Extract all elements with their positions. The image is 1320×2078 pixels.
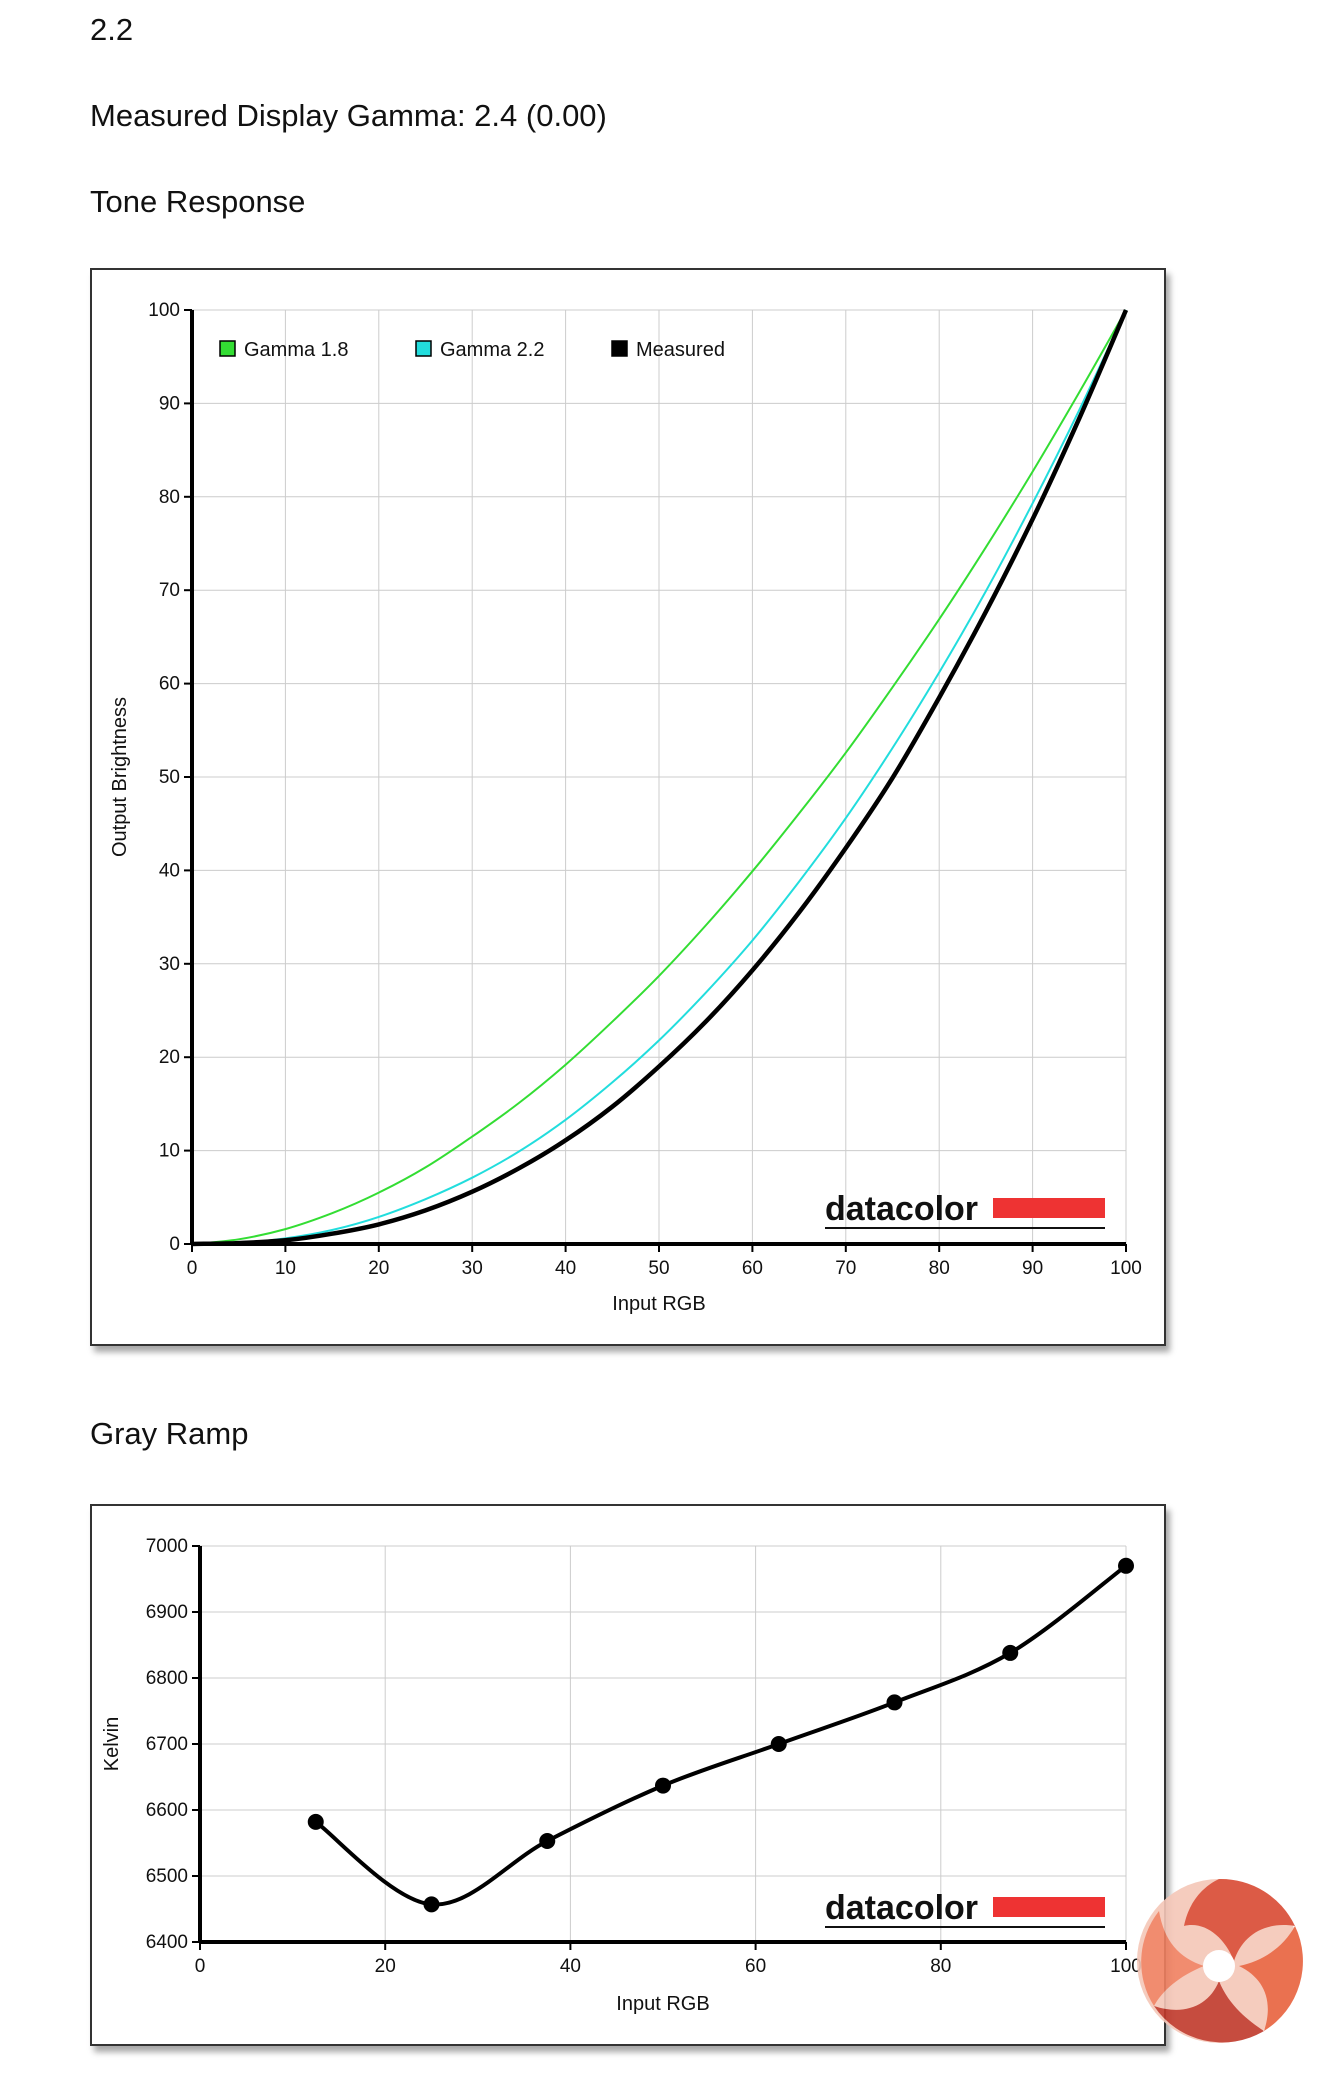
datacolor-logo-text: datacolor bbox=[825, 1889, 978, 1927]
tone-y-axis-title: Output Brightness bbox=[109, 697, 131, 857]
datacolor-logo: datacolor bbox=[825, 1889, 1105, 1928]
tone-y-tick-label: 10 bbox=[159, 1141, 180, 1162]
kelvin-series-line bbox=[314, 1564, 1128, 1907]
gray-y-tick-label: 6900 bbox=[146, 1602, 188, 1623]
tone-x-tick-label: 40 bbox=[555, 1258, 576, 1279]
tone-y-tick-label: 20 bbox=[159, 1047, 180, 1068]
gamma-target: 2.2 bbox=[90, 12, 134, 47]
gray-x-tick-label: 60 bbox=[745, 1956, 766, 1977]
gray-y-tick-label: 6400 bbox=[146, 1932, 188, 1953]
legend-label-measured: Measured bbox=[636, 339, 725, 361]
tone-y-tick-label: 50 bbox=[159, 767, 180, 788]
legend-swatch-gamma-1-8 bbox=[219, 340, 236, 357]
tone-y-tick-label: 40 bbox=[159, 860, 180, 881]
gray-ramp-heading: Gray Ramp bbox=[90, 1416, 249, 1451]
gray-x-tick-label: 20 bbox=[375, 1956, 396, 1977]
gray-ramp-svg: 0 20 40 60 80 100 6400 6500 6600 6700 6800 6900 7000… bbox=[101, 1536, 1142, 2015]
tone-x-tick-label: 90 bbox=[1022, 1258, 1043, 1279]
datacolor-logo: datacolor bbox=[825, 1190, 1105, 1229]
tone-legend: Gamma 1.8 Gamma 2.2 Measured bbox=[219, 339, 725, 361]
tone-y-tick-label: 80 bbox=[159, 487, 180, 508]
kelvin-data-point bbox=[307, 1813, 324, 1830]
tone-response-heading: Tone Response bbox=[90, 184, 306, 219]
tone-x-tick-label: 10 bbox=[275, 1258, 296, 1279]
series-line-measured bbox=[191, 309, 1129, 1247]
tone-y-tick-label: 70 bbox=[159, 580, 180, 601]
series-line-gamma-1-8 bbox=[191, 309, 1127, 1245]
gray-x-tick-label: 80 bbox=[930, 1956, 951, 1977]
gray-x-tick-label: 40 bbox=[560, 1956, 581, 1977]
tone-x-tick-label: 20 bbox=[368, 1258, 389, 1279]
tone-response-chart: 0 10 20 30 40 50 60 70 80 90 100 0 10 20 30 40 50 60 70 80 9… bbox=[90, 268, 1166, 1346]
kelvin-data-point bbox=[1118, 1557, 1134, 1574]
kitguru-swirl-icon bbox=[1137, 1878, 1303, 2043]
kelvin-data-point bbox=[539, 1833, 556, 1850]
tone-y-tick-label: 0 bbox=[169, 1234, 180, 1255]
gray-y-tick-label: 6700 bbox=[146, 1734, 188, 1755]
tone-x-axis-title: Input RGB bbox=[612, 1293, 705, 1315]
tone-x-tick-label: 30 bbox=[462, 1258, 483, 1279]
legend-label-gamma-1-8: Gamma 1.8 bbox=[244, 339, 348, 361]
gray-x-axis-title: Input RGB bbox=[616, 1993, 709, 2015]
datacolor-logo-bar bbox=[993, 1198, 1105, 1218]
kelvin-data-point bbox=[886, 1694, 903, 1711]
gray-y-tick-label: 6800 bbox=[146, 1668, 188, 1689]
datacolor-logo-text: datacolor bbox=[825, 1190, 978, 1228]
tone-y-tick-label: 30 bbox=[159, 954, 180, 975]
tone-response-svg: 0 10 20 30 40 50 60 70 80 90 100 0 10 20 30 40 50 60 70 80 9… bbox=[109, 300, 1142, 1315]
tone-y-tick-label: 60 bbox=[159, 674, 180, 695]
datacolor-logo-bar bbox=[993, 1897, 1105, 1917]
legend-swatch-gamma-2-2 bbox=[415, 340, 432, 357]
kelvin-data-point bbox=[423, 1896, 440, 1913]
tone-x-tick-label: 100 bbox=[1110, 1258, 1142, 1279]
legend-swatch-measured bbox=[611, 340, 628, 357]
measured-gamma: Measured Display Gamma: 2.4 (0.00) bbox=[90, 98, 607, 133]
kelvin-data-point bbox=[1002, 1644, 1019, 1661]
tone-y-tick-label: 90 bbox=[159, 393, 180, 414]
tone-grid bbox=[191, 309, 1127, 1245]
gray-y-tick-label: 6600 bbox=[146, 1800, 188, 1821]
tone-y-tick-label: 100 bbox=[148, 300, 180, 321]
tone-x-tick-label: 60 bbox=[742, 1258, 763, 1279]
gray-x-tick-label: 100 bbox=[1110, 1956, 1142, 1977]
legend-label-gamma-2-2: Gamma 2.2 bbox=[440, 339, 544, 361]
gray-y-tick-label: 7000 bbox=[146, 1536, 188, 1557]
kelvin-data-point bbox=[655, 1777, 671, 1794]
gray-y-tick-label: 6500 bbox=[146, 1866, 188, 1887]
gray-y-axis-title: Kelvin bbox=[101, 1717, 123, 1771]
gray-x-tick-label: 0 bbox=[195, 1956, 206, 1977]
tone-x-tick-label: 80 bbox=[929, 1258, 950, 1279]
tone-x-tick-label: 50 bbox=[648, 1258, 669, 1279]
series-line-gamma-2-2 bbox=[191, 309, 1127, 1245]
gray-grid bbox=[199, 1545, 1127, 1943]
tone-x-tick-label: 0 bbox=[187, 1258, 198, 1279]
tone-x-tick-label: 70 bbox=[835, 1258, 856, 1279]
gray-ramp-chart: 0 20 40 60 80 100 6400 6500 6600 6700 6800 6900 7000… bbox=[90, 1504, 1166, 2046]
kelvin-data-point bbox=[770, 1736, 787, 1752]
